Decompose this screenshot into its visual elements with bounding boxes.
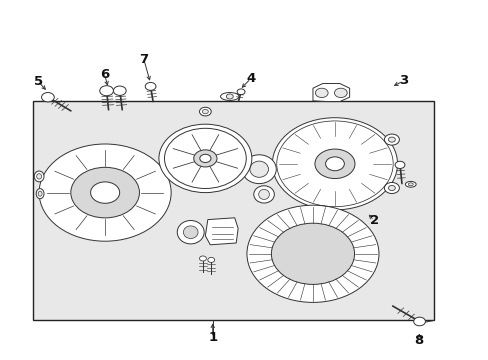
Polygon shape [312, 84, 349, 102]
Circle shape [325, 157, 344, 171]
Ellipse shape [183, 226, 198, 238]
Ellipse shape [258, 189, 269, 199]
Circle shape [202, 109, 208, 114]
Circle shape [271, 223, 354, 284]
Circle shape [394, 161, 404, 168]
Text: 1: 1 [208, 331, 217, 344]
Circle shape [315, 88, 327, 98]
Circle shape [237, 89, 244, 95]
Ellipse shape [38, 191, 42, 196]
Circle shape [314, 149, 354, 179]
Circle shape [193, 150, 217, 167]
Circle shape [413, 317, 425, 326]
Ellipse shape [220, 93, 239, 100]
Circle shape [71, 167, 139, 218]
Ellipse shape [253, 186, 274, 203]
Circle shape [39, 144, 171, 241]
Ellipse shape [36, 189, 44, 199]
Ellipse shape [405, 181, 415, 187]
Ellipse shape [37, 174, 41, 179]
Text: 5: 5 [34, 75, 42, 88]
Ellipse shape [34, 171, 44, 182]
Ellipse shape [177, 220, 203, 244]
Bar [33, 101, 433, 320]
Circle shape [199, 107, 211, 116]
Circle shape [159, 124, 251, 193]
Circle shape [207, 257, 214, 262]
Circle shape [100, 86, 113, 96]
Circle shape [246, 205, 378, 302]
Ellipse shape [242, 155, 276, 184]
Circle shape [387, 185, 394, 190]
Circle shape [334, 88, 346, 98]
Text: 8: 8 [414, 334, 423, 347]
Polygon shape [205, 218, 238, 245]
Circle shape [113, 86, 126, 95]
Ellipse shape [249, 161, 268, 177]
Circle shape [384, 183, 399, 194]
Ellipse shape [407, 183, 412, 186]
Circle shape [200, 154, 210, 162]
Circle shape [145, 82, 156, 90]
Circle shape [226, 94, 233, 99]
Circle shape [41, 93, 54, 102]
Text: 4: 4 [246, 72, 255, 85]
Text: 6: 6 [100, 68, 109, 81]
Text: 3: 3 [398, 75, 407, 87]
Circle shape [272, 118, 397, 210]
Circle shape [387, 137, 394, 142]
Circle shape [90, 182, 120, 203]
Circle shape [384, 134, 399, 145]
Text: 7: 7 [139, 53, 148, 66]
Circle shape [199, 256, 206, 261]
Text: 2: 2 [369, 214, 378, 227]
